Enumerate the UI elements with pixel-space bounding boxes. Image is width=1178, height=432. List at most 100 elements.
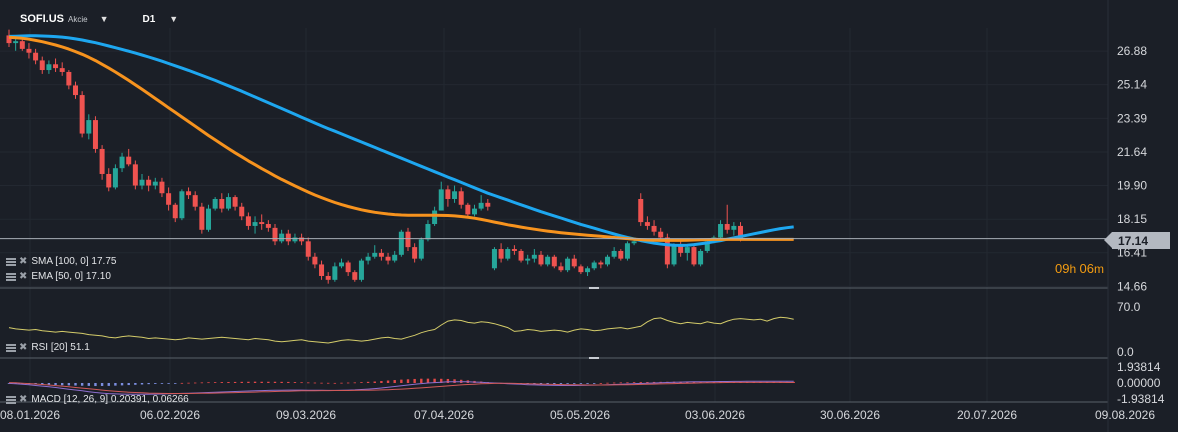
candle-body[interactable] bbox=[638, 198, 644, 223]
symbol-label[interactable]: SOFI.US bbox=[20, 13, 65, 25]
candle-body[interactable] bbox=[518, 250, 524, 261]
candle-body[interactable] bbox=[119, 156, 125, 169]
remove-indicator-icon[interactable]: ✖ bbox=[19, 394, 28, 405]
candle-body[interactable] bbox=[618, 250, 624, 259]
candle-body[interactable] bbox=[551, 256, 557, 267]
candle-body[interactable] bbox=[631, 241, 637, 244]
candle-body[interactable] bbox=[112, 168, 118, 188]
candle-body[interactable] bbox=[445, 189, 451, 199]
candle-body[interactable] bbox=[66, 71, 72, 86]
candle-body[interactable] bbox=[352, 272, 358, 280]
remove-indicator-icon[interactable]: ✖ bbox=[19, 342, 28, 353]
candle-body[interactable] bbox=[531, 254, 537, 259]
macd-signal-line[interactable] bbox=[8, 381, 794, 394]
candle-body[interactable] bbox=[212, 198, 218, 209]
candle-body[interactable] bbox=[598, 262, 604, 265]
rsi-pane[interactable] bbox=[8, 316, 794, 344]
candle-body[interactable] bbox=[378, 252, 384, 257]
candle-body[interactable] bbox=[624, 243, 630, 259]
remove-indicator-icon[interactable]: ✖ bbox=[19, 271, 28, 282]
candle-body[interactable] bbox=[691, 247, 697, 265]
pane-resize-handle[interactable] bbox=[589, 357, 599, 359]
candle-body[interactable] bbox=[605, 256, 610, 265]
candle-body[interactable] bbox=[312, 256, 318, 265]
candle-body[interactable] bbox=[538, 254, 544, 265]
price-axis[interactable]: 26.88 25.14 23.39 21.64 19.90 18.15 16.41 14.66… bbox=[1117, 44, 1165, 406]
candle-body[interactable] bbox=[678, 245, 684, 253]
candle-body[interactable] bbox=[658, 231, 664, 238]
candle-body[interactable] bbox=[139, 179, 145, 186]
candle-body[interactable] bbox=[358, 260, 364, 280]
candle-body[interactable] bbox=[285, 233, 291, 242]
candle-body[interactable] bbox=[186, 191, 192, 196]
indicator-settings-icon[interactable] bbox=[6, 272, 16, 281]
candle-body[interactable] bbox=[418, 239, 424, 259]
candle-body[interactable] bbox=[172, 204, 178, 219]
indicator-settings-icon[interactable] bbox=[6, 395, 16, 404]
candle-body[interactable] bbox=[6, 35, 12, 44]
symbol-dropdown-icon[interactable]: ▼ bbox=[99, 14, 109, 24]
candle-body[interactable] bbox=[458, 191, 464, 205]
candle-body[interactable] bbox=[19, 41, 25, 49]
candle-body[interactable] bbox=[684, 247, 690, 253]
pane-resize-handle[interactable] bbox=[589, 287, 599, 289]
candle-body[interactable] bbox=[106, 173, 112, 188]
candle-body[interactable] bbox=[671, 245, 677, 265]
candle-body[interactable] bbox=[199, 206, 205, 230]
candle-body[interactable] bbox=[92, 120, 98, 149]
candle-body[interactable] bbox=[305, 241, 311, 257]
candle-body[interactable] bbox=[731, 225, 737, 230]
candle-body[interactable] bbox=[126, 156, 132, 165]
candle-body[interactable] bbox=[365, 256, 371, 261]
candle-body[interactable] bbox=[79, 95, 85, 134]
candle-body[interactable] bbox=[545, 256, 551, 265]
indicator-settings-icon[interactable] bbox=[6, 343, 16, 352]
candle-body[interactable] bbox=[558, 266, 564, 271]
candle-body[interactable] bbox=[325, 275, 331, 280]
candle-body[interactable] bbox=[166, 193, 172, 205]
candle-body[interactable] bbox=[412, 247, 418, 259]
candle-body[interactable] bbox=[664, 237, 670, 265]
candle-body[interactable] bbox=[718, 224, 724, 238]
candle-body[interactable] bbox=[704, 241, 710, 251]
candle-body[interactable] bbox=[206, 208, 211, 230]
candle-body[interactable] bbox=[53, 64, 59, 69]
candle-body[interactable] bbox=[498, 249, 504, 259]
candle-body[interactable] bbox=[511, 249, 517, 251]
candle-body[interactable] bbox=[152, 181, 158, 186]
candle-body[interactable] bbox=[332, 266, 338, 280]
candle-body[interactable] bbox=[505, 249, 511, 259]
candle-body[interactable] bbox=[219, 198, 225, 209]
candle-body[interactable] bbox=[86, 120, 92, 134]
candle-body[interactable] bbox=[159, 181, 165, 194]
macd-line[interactable] bbox=[8, 380, 794, 395]
candle-body[interactable] bbox=[272, 227, 278, 242]
candle-body[interactable] bbox=[339, 262, 344, 267]
candle-body[interactable] bbox=[265, 224, 271, 228]
candle-body[interactable] bbox=[398, 231, 404, 255]
remove-indicator-icon[interactable]: ✖ bbox=[19, 256, 28, 267]
candle-body[interactable] bbox=[99, 148, 105, 174]
candle-body[interactable] bbox=[259, 222, 265, 225]
candle-body[interactable] bbox=[232, 197, 238, 207]
candle-body[interactable] bbox=[392, 254, 398, 261]
candle-body[interactable] bbox=[525, 258, 531, 261]
candle-body[interactable] bbox=[565, 258, 571, 271]
sma-line[interactable] bbox=[8, 34, 794, 247]
candle-body[interactable] bbox=[59, 68, 65, 72]
candle-body[interactable] bbox=[432, 210, 438, 225]
candle-body[interactable] bbox=[738, 225, 743, 239]
candle-body[interactable] bbox=[192, 195, 198, 207]
candle-body[interactable] bbox=[591, 262, 597, 269]
interval-label[interactable]: D1 bbox=[142, 13, 156, 25]
indicator-settings-icon[interactable] bbox=[6, 257, 16, 266]
ema-indicator-label[interactable]: ✖ EMA [50, 0] 17.10 bbox=[6, 271, 111, 282]
macd-indicator-label[interactable]: ✖ MACD [12, 26, 9] 0.20391, 0.06266 bbox=[6, 394, 189, 405]
candle-body[interactable] bbox=[571, 258, 577, 267]
candle-body[interactable] bbox=[438, 189, 444, 211]
candle-body[interactable] bbox=[319, 264, 325, 276]
candle-body[interactable] bbox=[239, 206, 245, 217]
candle-body[interactable] bbox=[73, 85, 78, 96]
candle-body[interactable] bbox=[132, 164, 138, 186]
